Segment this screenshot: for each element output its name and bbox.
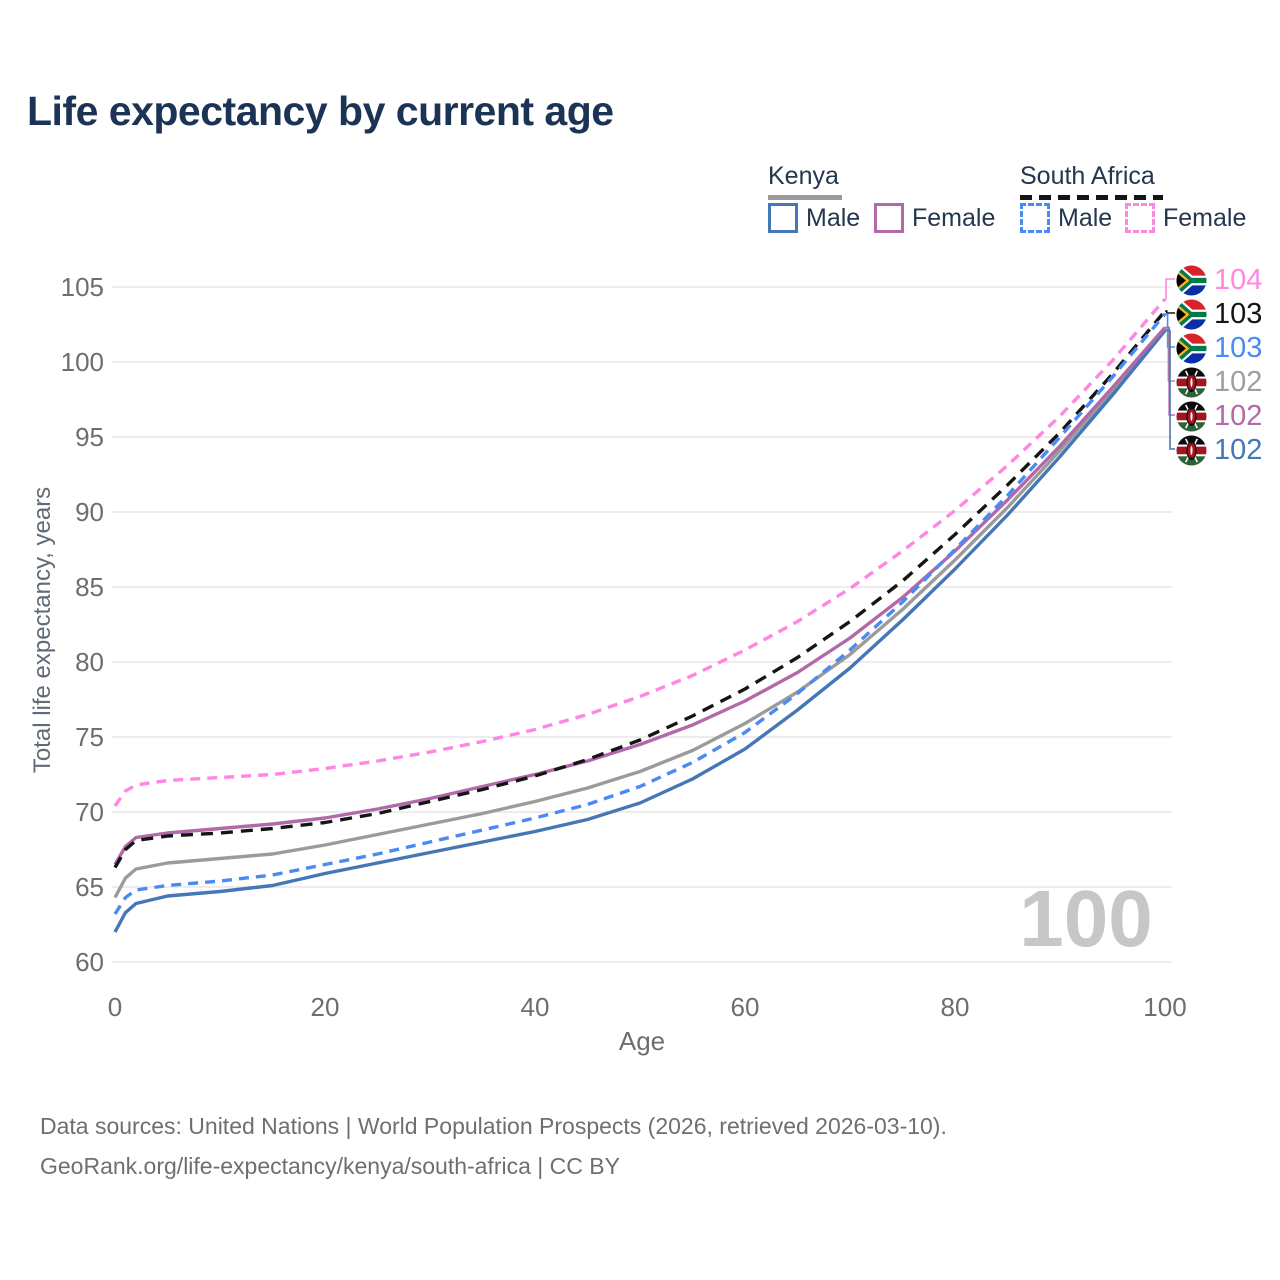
legend-kenya-male-label: Male bbox=[806, 203, 861, 232]
end-label-connector bbox=[1165, 329, 1175, 450]
south-africa-male-line[interactable] bbox=[113, 312, 1167, 915]
y-tick-label: 85 bbox=[75, 572, 104, 602]
y-tick-label: 60 bbox=[75, 947, 104, 977]
source-line-2: GeoRank.org/life-expectancy/kenya/south-… bbox=[40, 1153, 620, 1179]
legend-south-africa-label: South Africa bbox=[1020, 162, 1155, 190]
end-label-south-africa-total: 103 bbox=[1176, 297, 1262, 331]
y-tick-label: 100 bbox=[61, 347, 104, 377]
legend-south-africa-male[interactable]: Male bbox=[1020, 202, 1112, 234]
source-line-1: Data sources: United Nations | World Pop… bbox=[40, 1113, 947, 1139]
y-axis-title: Total life expectancy, years bbox=[29, 487, 56, 773]
end-label-south-africa-female: 104 bbox=[1176, 263, 1262, 297]
south-africa-line-swatch bbox=[1020, 195, 1163, 200]
end-label-kenya-female: 102 bbox=[1176, 399, 1262, 433]
end-label-connector bbox=[1165, 310, 1175, 314]
legend-kenya-female[interactable]: Female bbox=[874, 202, 995, 234]
kenya-flag-icon bbox=[1176, 434, 1207, 466]
legend-group-south-africa[interactable]: South Africa bbox=[1020, 162, 1163, 200]
y-tick-label: 75 bbox=[75, 722, 104, 752]
legend-south-africa-female[interactable]: Female bbox=[1125, 202, 1246, 234]
end-value: 102 bbox=[1214, 433, 1263, 466]
x-tick-label: 40 bbox=[521, 992, 550, 1022]
end-value: 102 bbox=[1214, 399, 1263, 432]
x-tick-label: 60 bbox=[731, 992, 760, 1022]
end-label-connector bbox=[1165, 278, 1175, 300]
kenya-female-line[interactable] bbox=[113, 326, 1167, 866]
legend-kenya-male[interactable]: Male bbox=[768, 202, 860, 234]
south-africa-flag-icon bbox=[1176, 332, 1207, 364]
south-africa-both-sexes-line[interactable] bbox=[113, 309, 1167, 869]
legend-south-africa-female-label: Female bbox=[1163, 203, 1247, 232]
south-africa-flag-icon bbox=[1176, 264, 1207, 296]
x-tick-label: 20 bbox=[311, 992, 340, 1022]
legend-items-row: Male Female Male Female bbox=[0, 202, 1280, 236]
kenya-flag-icon bbox=[1176, 400, 1207, 432]
source-note: Data sources: United Nations | World Pop… bbox=[40, 1106, 947, 1186]
x-tick-label: 80 bbox=[941, 992, 970, 1022]
legend-kenya-label: Kenya bbox=[768, 162, 839, 190]
south-africa-female-swatch-icon bbox=[1125, 203, 1155, 233]
kenya-male-swatch-icon bbox=[768, 203, 798, 233]
y-tick-label: 70 bbox=[75, 797, 104, 827]
age-watermark: 100 bbox=[1019, 874, 1152, 963]
south-africa-flag-icon bbox=[1176, 298, 1207, 330]
south-africa-male-swatch-icon bbox=[1020, 203, 1050, 233]
end-value: 104 bbox=[1214, 263, 1263, 296]
x-tick-label: 100 bbox=[1143, 992, 1186, 1022]
page-title: Life expectancy by current age bbox=[27, 88, 614, 134]
y-tick-label: 65 bbox=[75, 872, 104, 902]
kenya-male-line[interactable] bbox=[113, 329, 1167, 933]
end-value: 103 bbox=[1214, 297, 1263, 330]
south-africa-female-line[interactable] bbox=[113, 297, 1167, 807]
kenya-flag-icon bbox=[1176, 366, 1207, 398]
end-label-kenya-male: 102 bbox=[1176, 433, 1262, 467]
y-tick-label: 95 bbox=[75, 422, 104, 452]
legend-group-kenya[interactable]: Kenya bbox=[768, 162, 842, 200]
legend-south-africa-male-label: Male bbox=[1058, 203, 1113, 232]
end-label-kenya-total: 102 bbox=[1176, 365, 1262, 399]
kenya-line-swatch bbox=[768, 195, 842, 200]
y-tick-label: 80 bbox=[75, 647, 104, 677]
y-tick-label: 90 bbox=[75, 497, 104, 527]
y-tick-label: 105 bbox=[61, 272, 104, 302]
end-value: 103 bbox=[1214, 331, 1263, 364]
legend-kenya-female-label: Female bbox=[912, 203, 996, 232]
kenya-female-swatch-icon bbox=[874, 203, 904, 233]
x-axis-title: Age bbox=[619, 1026, 665, 1056]
end-value: 102 bbox=[1214, 365, 1263, 398]
end-label-south-africa-male: 103 bbox=[1176, 331, 1262, 365]
kenya-both-sexes-line[interactable] bbox=[113, 327, 1167, 899]
x-tick-label: 0 bbox=[108, 992, 122, 1022]
